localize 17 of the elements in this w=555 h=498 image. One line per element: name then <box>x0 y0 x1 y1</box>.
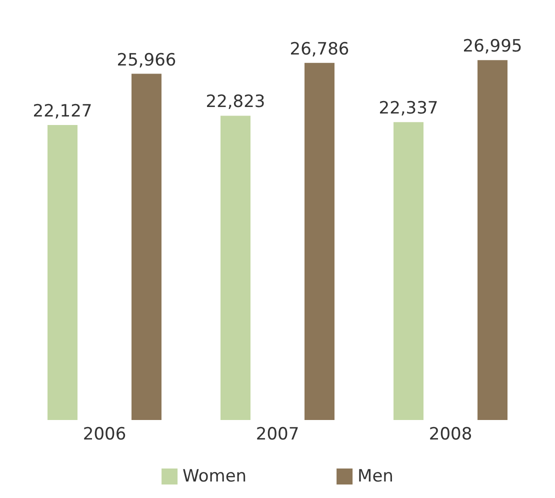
bar <box>132 74 162 420</box>
data-label: 26,995 <box>462 36 522 57</box>
x-tick-label: 2008 <box>428 424 472 444</box>
legend-label: Men <box>358 466 394 486</box>
bar <box>304 62 334 420</box>
bar <box>220 116 250 420</box>
bar <box>48 124 78 420</box>
data-label: 22,127 <box>32 101 92 122</box>
data-label: 22,337 <box>378 98 438 119</box>
data-label: 22,823 <box>206 92 266 112</box>
x-tick-label: 2007 <box>256 424 300 444</box>
data-label: 26,786 <box>290 39 350 60</box>
bar <box>478 60 508 420</box>
legend-label: Women <box>182 466 247 486</box>
bar <box>394 122 424 420</box>
data-label: 25,966 <box>116 50 176 70</box>
x-tick-label: 2006 <box>82 424 126 444</box>
